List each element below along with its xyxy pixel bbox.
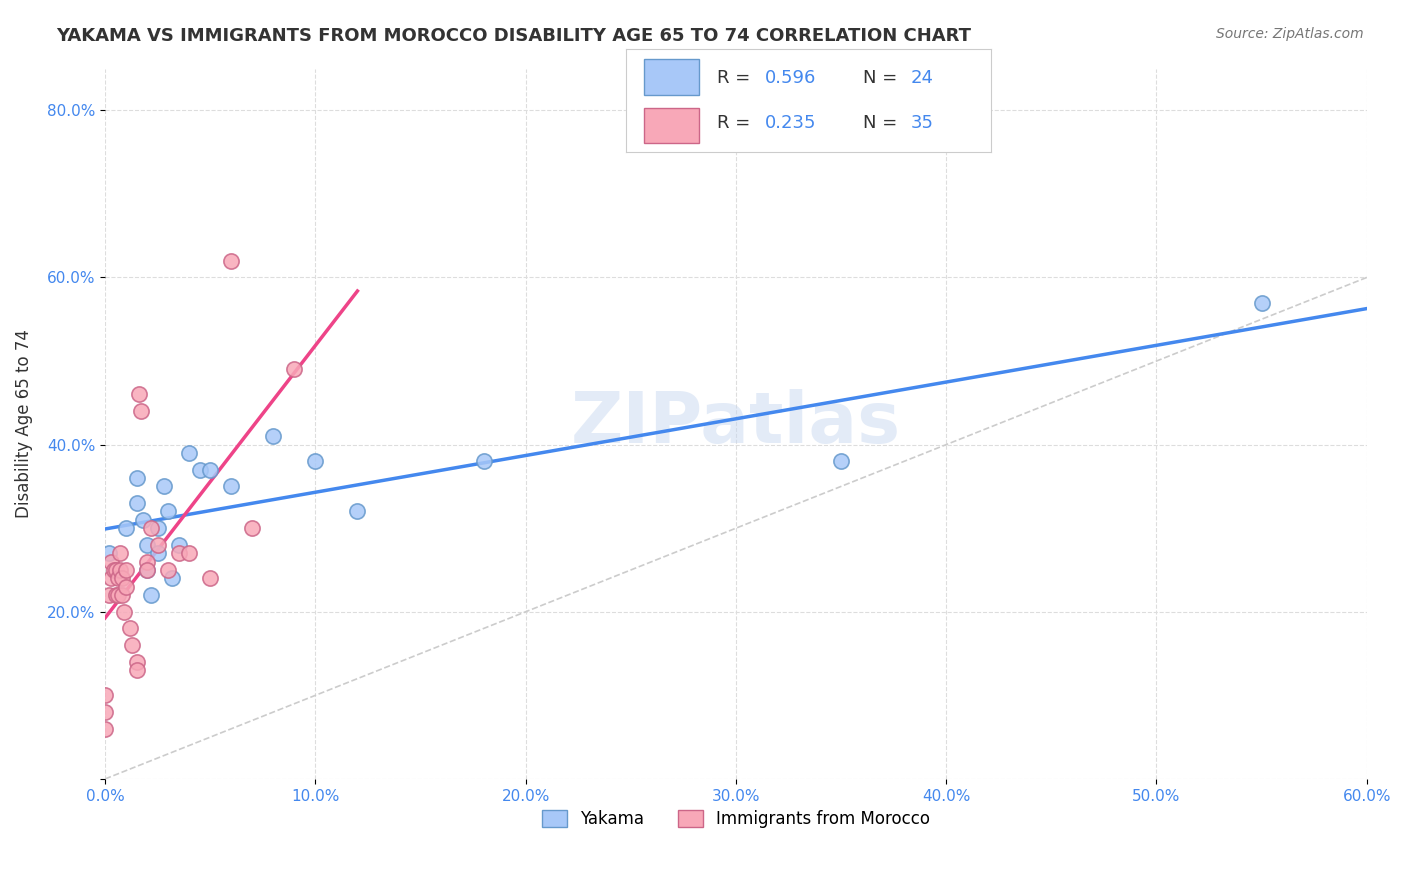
Point — [219, 479, 242, 493]
Point — [108, 546, 131, 560]
Point — [472, 454, 495, 468]
Point — [115, 521, 138, 535]
Point — [346, 504, 368, 518]
Point — [128, 387, 150, 401]
Text: 0.596: 0.596 — [765, 69, 815, 87]
Y-axis label: Disability Age 65 to 74: Disability Age 65 to 74 — [15, 329, 32, 518]
Point — [146, 538, 169, 552]
Point — [115, 563, 138, 577]
Point — [125, 496, 148, 510]
Point — [98, 546, 121, 560]
Point — [167, 538, 190, 552]
Text: 24: 24 — [911, 69, 934, 87]
Point — [200, 571, 222, 585]
Point — [262, 429, 284, 443]
Text: 35: 35 — [911, 114, 934, 132]
Point — [112, 605, 135, 619]
Point — [830, 454, 852, 468]
Point — [141, 521, 163, 535]
Point — [200, 463, 222, 477]
Point — [132, 513, 155, 527]
Text: Source: ZipAtlas.com: Source: ZipAtlas.com — [1216, 27, 1364, 41]
Text: ZIPatlas: ZIPatlas — [571, 389, 901, 458]
Text: N =: N = — [863, 69, 903, 87]
Point — [107, 588, 129, 602]
Point — [111, 588, 134, 602]
Point — [100, 571, 122, 585]
Point — [98, 588, 121, 602]
Point — [136, 563, 159, 577]
Point — [94, 689, 117, 703]
Point — [121, 638, 143, 652]
Text: R =: R = — [717, 69, 756, 87]
Point — [219, 253, 242, 268]
Point — [188, 463, 211, 477]
Point — [283, 362, 305, 376]
Point — [179, 546, 201, 560]
Point — [153, 479, 176, 493]
Point — [125, 655, 148, 669]
Point — [157, 504, 180, 518]
Point — [179, 446, 201, 460]
Point — [146, 521, 169, 535]
Point — [125, 471, 148, 485]
FancyBboxPatch shape — [644, 60, 699, 95]
Point — [136, 538, 159, 552]
Point — [1250, 295, 1272, 310]
Point — [111, 571, 134, 585]
Point — [125, 663, 148, 677]
Point — [129, 404, 152, 418]
Point — [94, 722, 117, 736]
Point — [157, 563, 180, 577]
Point — [115, 580, 138, 594]
Point — [162, 571, 184, 585]
Point — [108, 563, 131, 577]
Point — [167, 546, 190, 560]
Point — [240, 521, 263, 535]
Point — [104, 588, 127, 602]
FancyBboxPatch shape — [644, 108, 699, 144]
Point — [104, 563, 127, 577]
Point — [304, 454, 326, 468]
Point — [107, 571, 129, 585]
Text: 0.235: 0.235 — [765, 114, 815, 132]
Point — [94, 705, 117, 719]
Point — [136, 555, 159, 569]
Point — [100, 555, 122, 569]
Point — [146, 546, 169, 560]
Text: N =: N = — [863, 114, 903, 132]
Text: YAKAMA VS IMMIGRANTS FROM MOROCCO DISABILITY AGE 65 TO 74 CORRELATION CHART: YAKAMA VS IMMIGRANTS FROM MOROCCO DISABI… — [56, 27, 972, 45]
Point — [103, 563, 125, 577]
Legend: Yakama, Immigrants from Morocco: Yakama, Immigrants from Morocco — [536, 803, 936, 835]
Point — [141, 588, 163, 602]
Point — [120, 622, 142, 636]
Point — [136, 563, 159, 577]
Text: R =: R = — [717, 114, 756, 132]
